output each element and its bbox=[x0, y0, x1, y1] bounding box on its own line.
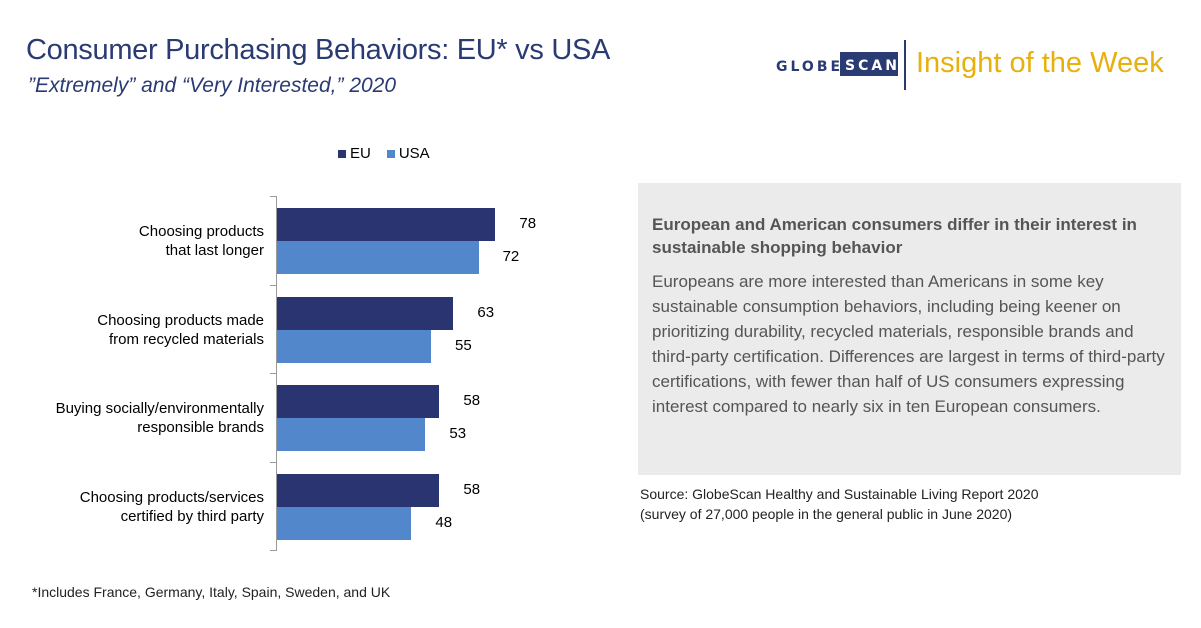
value-label-eu: 58 bbox=[463, 480, 481, 498]
bar-eu bbox=[277, 296, 454, 330]
category-label: Choosing products made from recycled mate… bbox=[4, 311, 264, 349]
category-label: Choosing products that last longer bbox=[4, 222, 264, 260]
insight-body: Europeans are more interested than Ameri… bbox=[652, 272, 1165, 416]
legend-item-eu: EU bbox=[338, 145, 371, 162]
value-label-usa: 55 bbox=[455, 336, 472, 354]
value-label-eu: 63 bbox=[477, 303, 495, 321]
legend-label-usa: USA bbox=[398, 145, 430, 162]
bar-usa bbox=[277, 506, 412, 540]
value-label-usa: 53 bbox=[449, 425, 467, 442]
category-label-line: that last longer bbox=[165, 242, 264, 259]
category-label: Buying socially/environmentally responsib… bbox=[4, 399, 264, 437]
category-label-line: Choosing products bbox=[138, 223, 264, 240]
chart-title: Consumer Purchasing Behaviors: EU* vs US… bbox=[26, 34, 611, 66]
bar-eu bbox=[277, 208, 496, 241]
category-label-line: Buying socially/environmentally bbox=[55, 400, 264, 417]
bar-usa bbox=[277, 418, 426, 451]
insight-heading: European and American consumers differ i… bbox=[652, 215, 1137, 257]
logo-tagline: Insight of the Week bbox=[916, 47, 1164, 79]
axis-tick bbox=[270, 196, 277, 197]
axis-tick bbox=[270, 373, 277, 374]
bar-usa bbox=[277, 329, 431, 363]
axis-tick bbox=[270, 461, 277, 463]
insight-panel: European and American consumers differ i… bbox=[638, 183, 1181, 475]
bar-eu bbox=[277, 385, 440, 418]
globescan-logo: GLOBE SCAN Insight of the Week bbox=[776, 38, 1196, 94]
value-label-eu: 78 bbox=[519, 215, 537, 232]
value-label-usa: 48 bbox=[435, 513, 453, 531]
legend-item-usa: USA bbox=[386, 145, 430, 162]
logo-wordmark-left: GLOBE bbox=[776, 59, 844, 75]
value-label-usa: 72 bbox=[502, 248, 520, 265]
source-note: Source: GlobeScan Healthy and Sustainabl… bbox=[640, 484, 1038, 524]
category-label-line: Choosing products made bbox=[97, 311, 264, 329]
footnote: *Includes France, Germany, Italy, Spain,… bbox=[32, 584, 391, 600]
category-label-line: from recycled materials bbox=[108, 330, 264, 348]
category-label-line: Choosing products/services bbox=[79, 488, 264, 506]
legend-swatch-usa bbox=[386, 149, 395, 158]
source-line-1: Source: GlobeScan Healthy and Sustainabl… bbox=[640, 486, 1039, 502]
category-label-line: certified by third party bbox=[120, 507, 264, 525]
logo-divider bbox=[904, 40, 906, 90]
category-label: Choosing products/services certified by t… bbox=[4, 488, 264, 526]
value-label-eu: 58 bbox=[463, 392, 481, 409]
bar-eu bbox=[277, 473, 440, 507]
chart-subtitle: ”Extremely” and “Very Interested,” 2020 bbox=[28, 74, 397, 97]
chart-legend: EU USA bbox=[338, 145, 430, 162]
source-line-2: (survey of 27,000 people in the general … bbox=[640, 506, 1013, 522]
legend-swatch-eu bbox=[338, 149, 346, 158]
axis-tick bbox=[270, 284, 277, 286]
bar-usa bbox=[277, 241, 479, 274]
category-label-line: responsible brands bbox=[137, 419, 264, 436]
legend-label-eu: EU bbox=[350, 145, 371, 162]
axis-tick bbox=[270, 550, 277, 551]
logo-wordmark-right: SCAN bbox=[840, 52, 898, 76]
